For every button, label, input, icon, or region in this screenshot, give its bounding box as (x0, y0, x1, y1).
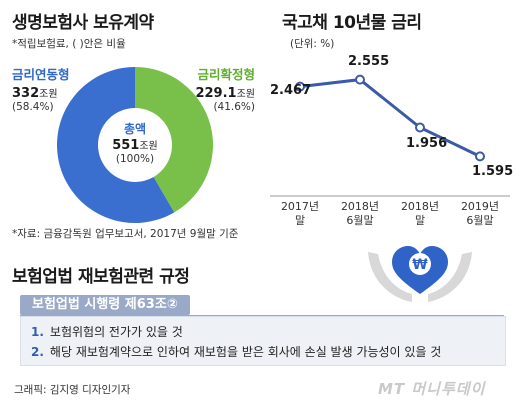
heart-won-icon: ₩ (368, 246, 472, 302)
line-x-tick-0: 2017년 말 (280, 200, 320, 227)
line-series (299, 78, 481, 158)
regulation-title: 보험업법 재보험관련 규정 (12, 267, 190, 287)
slice-name-fixed: 금리확정형 (197, 67, 255, 82)
pie-total-value: 551 (112, 138, 140, 153)
regulation-header-line (20, 315, 504, 316)
slice-unit-linked: 조원 (39, 89, 58, 100)
line-x-tick-1: 2018년 6월말 (340, 200, 380, 227)
slice-percent-fixed: (41.6%) (213, 101, 255, 113)
line-chart (270, 74, 510, 197)
line-point-label-0: 2.467 (270, 82, 312, 98)
pie-title: 생명보험사 보유계약 (12, 13, 154, 33)
left-hand-icon (368, 252, 412, 302)
slice-unit-fixed: 조원 (236, 89, 255, 100)
pie-total: 총액 551조원 (100%) (95, 120, 175, 165)
slice-percent-linked: (58.4%) (12, 101, 54, 113)
regulation-item-1-num: 1. (31, 325, 44, 339)
credit: 그래픽: 김지영 디자인기자 (14, 384, 131, 396)
logo: MT 머니투데이 (378, 380, 486, 398)
right-hand-icon (428, 252, 472, 302)
line-x-tick-2: 2018년 말 (400, 200, 440, 227)
pie-total-unit: 조원 (139, 141, 158, 152)
pie-subtitle: *적립보험료, ( )안은 비율 (12, 38, 126, 50)
won-icon: ₩ (412, 257, 428, 273)
regulation-item-1-text: 보험위험의 전가가 있을 것 (49, 325, 183, 339)
regulation-item-2-num: 2. (31, 345, 44, 359)
line-point-label-1: 2.555 (348, 53, 390, 69)
line-point-1 (355, 74, 365, 85)
slice-value-linked: 332 (12, 86, 40, 101)
slice-value-fixed: 229.1 (195, 86, 237, 101)
slice-label-linked: 금리연동형 332조원 (58.4%) (12, 64, 70, 113)
pie-chart (56, 67, 213, 224)
line-point-0 (295, 81, 305, 92)
regulation-item-2: 2. 해당 재보험계약으로 인하여 재보험을 받은 회사에 손실 발생 가능성이 … (31, 343, 441, 360)
line-point-3 (475, 151, 485, 162)
line-x-tick-3: 2019년 6월말 (460, 200, 500, 227)
line-title: 국고채 10년물 금리 (282, 13, 422, 33)
line-point-2 (415, 122, 425, 133)
regulation-item-1: 1. 보험위험의 전가가 있을 것 (31, 323, 183, 340)
slice-label-fixed: 금리확정형 229.1조원 (41.6%) (180, 64, 255, 113)
pie-total-label: 총액 (123, 122, 147, 136)
regulation-header: 보험업법 시행령 제63조② (20, 295, 190, 315)
coin-icon (409, 253, 431, 275)
line-point-label-3: 1.595 (472, 164, 514, 180)
line-point-label-2: 1.956 (406, 135, 448, 151)
pie-source: *자료: 금융감독원 업무보고서, 2017년 9월말 기준 (12, 228, 239, 240)
slice-name-linked: 금리연동형 (12, 67, 70, 82)
pie-center-hole (98, 108, 172, 182)
regulation-item-2-text: 해당 재보험계약으로 인하여 재보험을 받은 회사에 손실 발생 가능성이 있을… (49, 345, 442, 359)
regulation-box: 1. 보험위험의 전가가 있을 것 2. 해당 재보험계약으로 인하여 재보험을 받… (20, 316, 506, 366)
line-unit: (단위: %) (290, 38, 335, 50)
pie-total-percent: (100%) (115, 153, 155, 165)
